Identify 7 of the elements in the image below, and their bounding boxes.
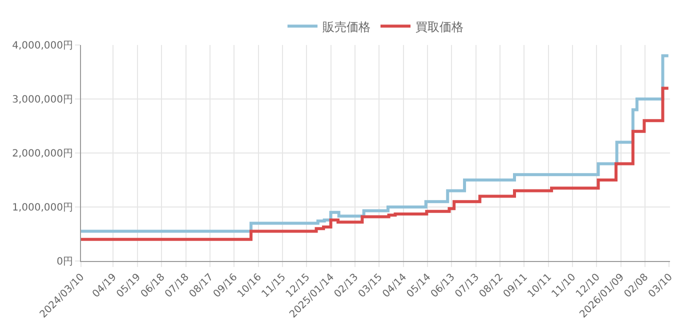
y-tick-label: 3,000,000円 [12, 94, 73, 106]
y-tick-label: 2,000,000円 [12, 148, 73, 160]
y-tick-label: 1,000,000円 [12, 202, 73, 214]
y-tick-label: 0円 [56, 256, 73, 268]
legend-label: 販売価格 [322, 20, 370, 34]
legend-label: 買取価格 [416, 20, 464, 34]
y-tick-label: 4,000,000円 [12, 40, 73, 52]
